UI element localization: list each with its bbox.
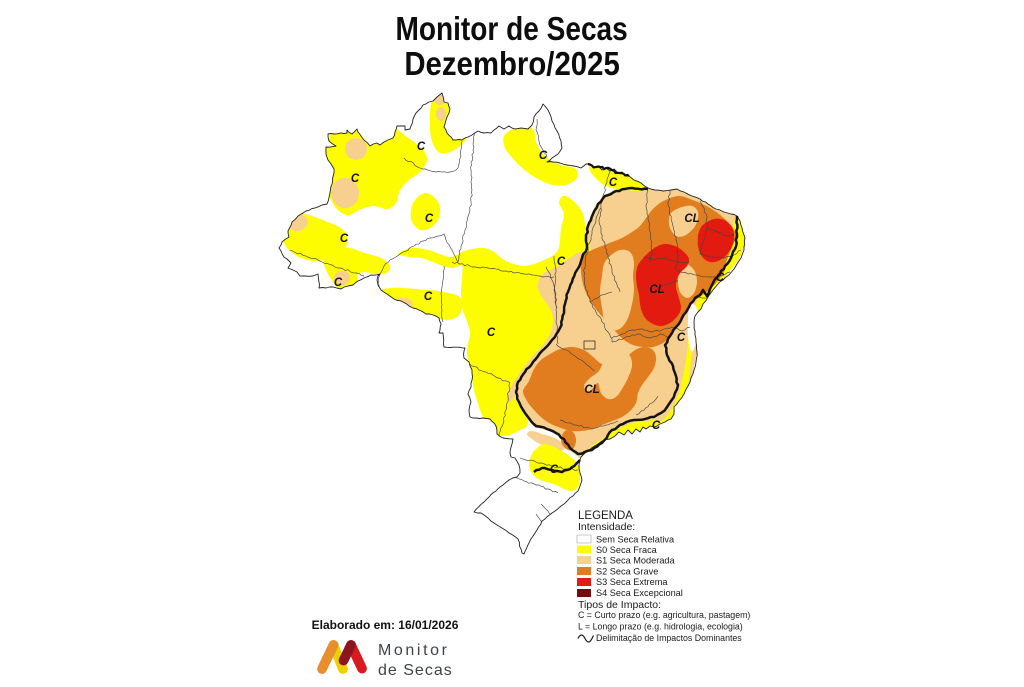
svg-text:Sem Seca Relativa: Sem Seca Relativa xyxy=(596,535,675,545)
svg-text:de Secas: de Secas xyxy=(378,662,453,679)
svg-text:Intensidade:: Intensidade: xyxy=(578,521,635,533)
svg-text:CL: CL xyxy=(684,213,699,225)
svg-text:CL: CL xyxy=(584,384,599,396)
svg-text:C: C xyxy=(487,327,496,339)
svg-text:S0 Seca Fraca: S0 Seca Fraca xyxy=(596,545,658,555)
svg-text:LEGENDA: LEGENDA xyxy=(578,510,633,522)
svg-text:L = Longo prazo (e.g. hidrolog: L = Longo prazo (e.g. hidrologia, ecolog… xyxy=(578,622,743,632)
svg-text:C: C xyxy=(609,177,618,189)
svg-text:Elaborado em: 16/01/2026: Elaborado em: 16/01/2026 xyxy=(312,618,459,632)
svg-text:Tipos de Impacto:: Tipos de Impacto: xyxy=(578,599,661,611)
svg-text:C: C xyxy=(417,141,426,153)
svg-text:S4 Seca Excepcional: S4 Seca Excepcional xyxy=(596,588,683,598)
svg-text:Monitor: Monitor xyxy=(378,642,450,659)
svg-text:C: C xyxy=(334,277,343,289)
svg-text:C = Curto prazo (e.g. agricult: C = Curto prazo (e.g. agricultura, pasta… xyxy=(578,610,750,620)
svg-text:S2 Seca Grave: S2 Seca Grave xyxy=(596,567,658,577)
svg-text:CL: CL xyxy=(649,284,664,296)
svg-text:C: C xyxy=(716,272,725,284)
svg-text:C: C xyxy=(652,420,661,432)
svg-text:C: C xyxy=(557,256,566,268)
svg-text:S1 Seca Moderada: S1 Seca Moderada xyxy=(596,556,676,566)
svg-text:C: C xyxy=(424,291,433,303)
svg-text:S3 Seca Extrema: S3 Seca Extrema xyxy=(596,577,668,587)
svg-text:C: C xyxy=(677,332,686,344)
svg-text:C: C xyxy=(425,213,434,225)
svg-text:C: C xyxy=(351,173,360,185)
svg-text:C: C xyxy=(340,233,349,245)
svg-text:C: C xyxy=(550,464,559,476)
svg-text:Delimitação de Impactos Domina: Delimitação de Impactos Dominantes xyxy=(596,633,742,643)
svg-text:C: C xyxy=(539,150,548,162)
